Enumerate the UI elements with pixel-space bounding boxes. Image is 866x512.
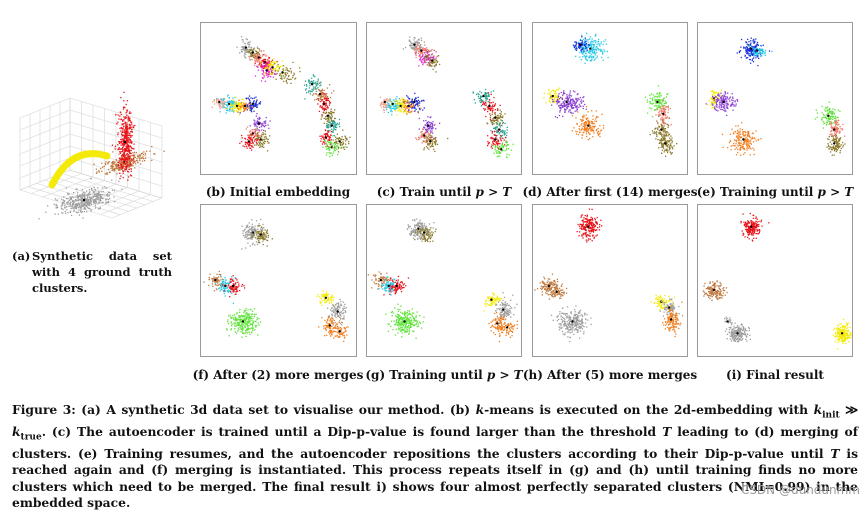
- panel-i-label: (i) Final result: [685, 368, 865, 382]
- panel-d-label: (d) After first (14) merges: [520, 185, 700, 199]
- panel-a-3d-scatter: [12, 90, 174, 230]
- panel-g-scatter: [366, 204, 522, 357]
- panel-i-scatter: [697, 204, 853, 357]
- panel-e-scatter: [697, 22, 853, 175]
- panel-a-tag: (a): [12, 248, 30, 264]
- panel-g-label: (g) Training until p > T: [354, 368, 534, 382]
- panel-c-label: (c) Train until p > T: [354, 185, 534, 199]
- panel-h-scatter: [532, 204, 688, 357]
- panel-d-scatter: [532, 22, 688, 175]
- panel-e-label: (e) Training until p > T: [685, 185, 865, 199]
- panel-b-label: (b) Initial embedding: [188, 185, 368, 199]
- watermark: CSDN @dundunmm: [741, 483, 860, 497]
- panel-h-label: (h) After (5) more merges: [520, 368, 700, 382]
- panel-f-label: (f) After (2) more merges: [188, 368, 368, 382]
- panel-f-scatter: [200, 204, 357, 357]
- panel-a-label: (a) Synthetic data set with 4 ground tru…: [12, 248, 172, 296]
- figure-caption: Figure 3: (a) A synthetic 3d data set to…: [12, 402, 858, 512]
- panel-c-scatter: [366, 22, 522, 175]
- panel-a-body: Synthetic data set with 4 ground truth c…: [32, 248, 172, 296]
- panel-b-scatter: [200, 22, 357, 175]
